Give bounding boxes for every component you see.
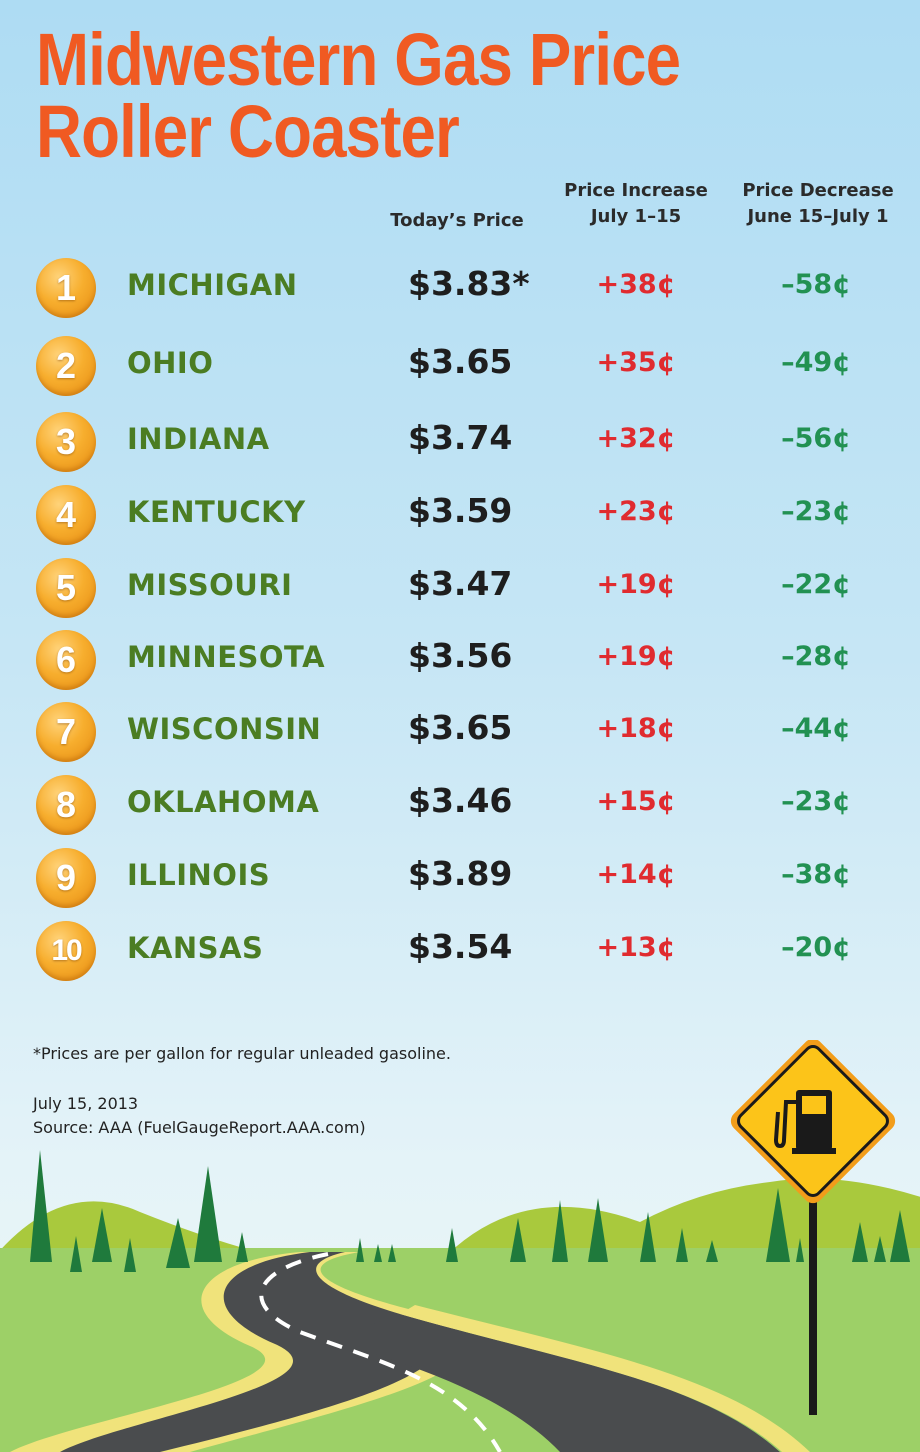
price-decrease: –23¢ (781, 786, 851, 817)
todays-price: $3.83* (408, 264, 530, 303)
state-name: INDIANA (127, 422, 270, 456)
table-row: 5 MISSOURI $3.47 +19¢ –22¢ (0, 556, 920, 626)
rank-badge: 5 (36, 558, 96, 618)
state-name: ILLINOIS (127, 858, 271, 892)
price-increase: +19¢ (596, 641, 676, 672)
price-decrease: –49¢ (781, 347, 851, 378)
table-row: 7 WISCONSIN $3.65 +18¢ –44¢ (0, 700, 920, 770)
table-row: 1 MICHIGAN $3.83* +38¢ –58¢ (0, 256, 920, 326)
rank-badge: 9 (36, 848, 96, 908)
column-header-decrease-line1: Price Decrease (742, 180, 894, 201)
table-row: 4 KENTUCKY $3.59 +23¢ –23¢ (0, 483, 920, 553)
source-label: Source: AAA (FuelGaugeReport.AAA.com) (33, 1118, 366, 1137)
price-increase: +18¢ (596, 713, 676, 744)
column-header-price-label: Today’s Price (390, 210, 524, 231)
road-landscape-illustration (0, 1150, 920, 1452)
date-label: July 15, 2013 (33, 1094, 139, 1113)
state-name: MICHIGAN (127, 268, 298, 302)
todays-price: $3.65 (408, 342, 513, 381)
todays-price: $3.74 (408, 418, 513, 457)
price-increase: +32¢ (596, 423, 676, 454)
title-line-2: Roller Coaster (36, 90, 460, 173)
state-name: OKLAHOMA (127, 785, 320, 819)
page-title: Midwestern Gas Price Roller Coaster (36, 18, 681, 173)
price-increase: +23¢ (596, 496, 676, 527)
rank-badge: 4 (36, 485, 96, 545)
rank-badge: 7 (36, 702, 96, 762)
todays-price: $3.56 (408, 636, 513, 675)
state-name: OHIO (127, 346, 214, 380)
rank-badge: 1 (36, 258, 96, 318)
column-header-increase-line2: July 1–15 (590, 206, 682, 227)
table-row: 10 KANSAS $3.54 +13¢ –20¢ (0, 919, 920, 989)
column-header-increase-line1: Price Increase (564, 180, 708, 201)
column-header-price: Today’s Price (380, 208, 534, 234)
price-increase: +13¢ (596, 932, 676, 963)
price-increase: +15¢ (596, 786, 676, 817)
gas-pump-icon (773, 1090, 836, 1154)
rank-badge: 6 (36, 630, 96, 690)
state-name: KANSAS (127, 931, 264, 965)
table-row: 9 ILLINOIS $3.89 +14¢ –38¢ (0, 846, 920, 916)
price-decrease: –56¢ (781, 423, 851, 454)
gas-sign-illustration (730, 1040, 896, 1415)
price-increase: +38¢ (596, 269, 676, 300)
table-row: 6 MINNESOTA $3.56 +19¢ –28¢ (0, 628, 920, 698)
table-row: 8 OKLAHOMA $3.46 +15¢ –23¢ (0, 773, 920, 843)
state-name: MINNESOTA (127, 640, 326, 674)
state-name: KENTUCKY (127, 495, 306, 529)
todays-price: $3.59 (408, 491, 513, 530)
column-header-decrease-line2: June 15–July 1 (747, 206, 889, 227)
table-row: 2 OHIO $3.65 +35¢ –49¢ (0, 334, 920, 404)
table-row: 3 INDIANA $3.74 +32¢ –56¢ (0, 410, 920, 480)
title-line-1: Midwestern Gas Price (36, 18, 681, 101)
todays-price: $3.89 (408, 854, 513, 893)
price-decrease: –38¢ (781, 859, 851, 890)
rank-badge: 10 (36, 921, 96, 981)
price-decrease: –20¢ (781, 932, 851, 963)
todays-price: $3.54 (408, 927, 513, 966)
price-decrease: –28¢ (781, 641, 851, 672)
footnote: *Prices are per gallon for regular unlea… (33, 1044, 451, 1063)
todays-price: $3.47 (408, 564, 513, 603)
price-increase: +14¢ (596, 859, 676, 890)
state-name: MISSOURI (127, 568, 293, 602)
state-name: WISCONSIN (127, 712, 322, 746)
price-decrease: –22¢ (781, 569, 851, 600)
rank-badge: 2 (36, 336, 96, 396)
price-decrease: –23¢ (781, 496, 851, 527)
column-header-decrease: Price Decrease June 15–July 1 (732, 178, 904, 230)
todays-price: $3.65 (408, 708, 513, 747)
price-decrease: –44¢ (781, 713, 851, 744)
todays-price: $3.46 (408, 781, 513, 820)
rank-badge: 8 (36, 775, 96, 835)
price-increase: +35¢ (596, 347, 676, 378)
rank-badge: 3 (36, 412, 96, 472)
price-increase: +19¢ (596, 569, 676, 600)
price-decrease: –58¢ (781, 269, 851, 300)
column-header-increase: Price Increase July 1–15 (556, 178, 716, 230)
